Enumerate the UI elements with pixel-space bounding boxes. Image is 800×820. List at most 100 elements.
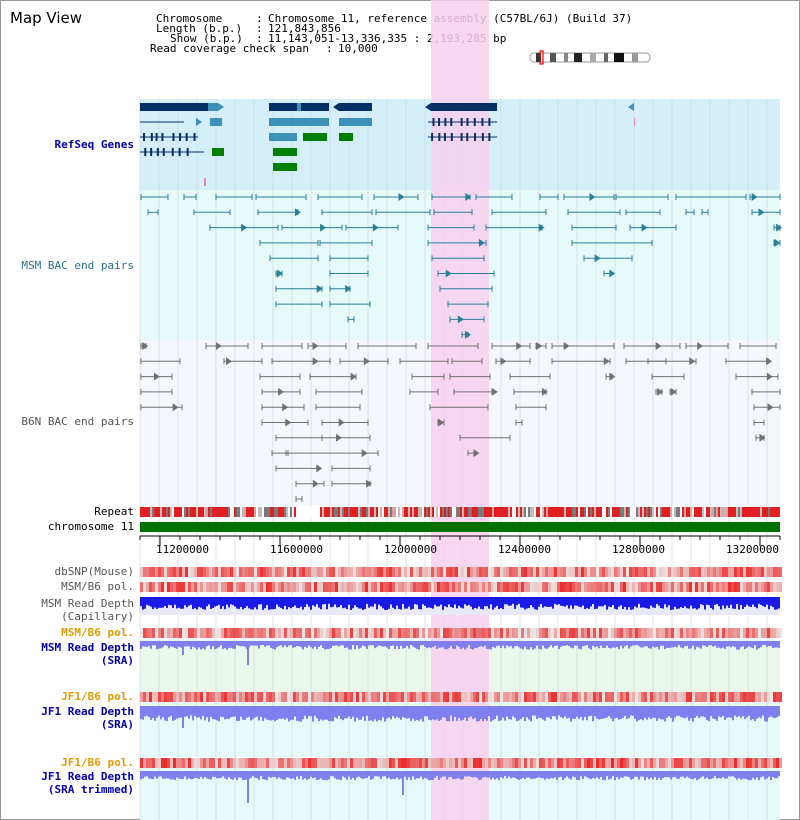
repeat-segment [568,507,570,517]
gene-block[interactable] [212,148,224,156]
b6n-bac-pairs[interactable] [140,342,781,502]
polymorphism-cell [467,628,470,638]
polymorphism-cell [389,628,392,638]
polymorphism-cell [167,567,170,577]
depth-bar [424,706,426,717]
depth-bar [284,597,286,606]
gene-block[interactable] [339,133,353,141]
depth-bar [740,597,742,605]
jf1-read-depth-sra[interactable] [140,706,780,728]
msm-bac-label[interactable]: MSM BAC end pairs [21,259,134,272]
polymorphism-cell [734,692,737,702]
gene-block[interactable] [273,163,297,171]
polymorphism-cell [323,628,326,638]
gene-block[interactable] [269,118,329,126]
depth-bar [156,641,158,650]
chromosome-ideogram[interactable] [529,50,651,65]
gene-block[interactable] [273,148,297,156]
repeat-segment [452,507,454,517]
polymorphism-cell [746,567,749,577]
refseq-genes[interactable] [140,103,635,186]
polymorphism-cell [155,628,158,638]
depth-bar [434,597,436,605]
depth-bar [328,597,330,604]
gene-block[interactable] [210,118,222,126]
chromosome-bar[interactable] [140,522,780,532]
polymorphism-cell [629,567,632,577]
depth-bar [234,771,236,778]
gene-mark [204,178,206,186]
refseq-genes-label[interactable]: RefSeq Genes [54,138,134,151]
jf1-b6-pol-track-1[interactable] [140,692,782,702]
depth-bar [724,597,726,609]
gene-block[interactable] [208,103,218,111]
polymorphism-cell [329,567,332,577]
gene-block[interactable] [140,103,208,111]
depth-bar [752,641,754,649]
gene-block[interactable] [297,103,301,111]
polymorphism-cell [530,758,533,768]
repeat-segment [638,507,640,517]
depth-bar [314,597,316,607]
depth-bar [486,771,488,778]
msm-read-depth-capillary[interactable] [140,597,780,615]
gene-block[interactable] [269,133,297,141]
gene-block[interactable] [269,103,297,111]
polymorphism-cell [512,628,515,638]
polymorphism-cell [299,628,302,638]
bac-end-arrow [338,418,345,427]
depth-bar [368,597,370,608]
jf1-b6-pol-track-2[interactable] [140,758,782,768]
polymorphism-cell [758,567,761,577]
depth-bar [668,706,670,717]
depth-bar [660,641,662,646]
repeat-segment [608,507,610,517]
polymorphism-cell [641,567,644,577]
bac-end-arrow [538,223,545,232]
msm-bac-pairs[interactable] [140,193,783,339]
depth-bar [618,706,620,720]
polymorphism-cell [650,692,653,702]
depth-bar [404,706,406,718]
polymorphism-cell [392,567,395,577]
gene-block[interactable] [301,103,329,111]
polymorphism-cell [671,758,674,768]
depth-bar [516,641,518,646]
bac-end-arrow [516,342,523,350]
msm-b6-pol-track-2[interactable] [140,628,782,638]
polymorphism-cell [281,582,284,592]
bac-end-arrow [345,284,352,293]
dbsnp-track[interactable] [140,567,782,577]
polymorphism-cell [566,628,569,638]
gene-block[interactable] [339,103,372,111]
gene-block[interactable] [303,133,327,141]
depth-bar [530,771,532,779]
depth-bar [600,706,602,720]
depth-bar [208,641,210,646]
jf1-read-depth-trimmed[interactable] [140,771,780,803]
gene-block[interactable] [339,118,372,126]
polymorphism-cell [701,628,704,638]
repeat-segment [248,507,250,517]
repeat-segment [308,507,310,517]
gene-block[interactable] [431,103,497,111]
polymorphism-cell [722,582,725,592]
depth-bar [678,706,680,716]
repeat-bar[interactable] [140,507,780,517]
polymorphism-cell [149,758,152,768]
depth-bar [384,641,386,647]
depth-bar [338,597,340,608]
msm-b6-pol-track-1[interactable] [140,582,782,592]
depth-bar [176,771,178,778]
polymorphism-cell [143,628,146,638]
b6n-bac-label[interactable]: B6N BAC end pairs [21,415,134,428]
repeat-segment [326,507,328,517]
polymorphism-cell [281,758,284,768]
polymorphism-cell [308,567,311,577]
polymorphism-cell [539,692,542,702]
msm-read-depth-sra[interactable] [140,641,780,665]
polymorphism-cell [293,692,296,702]
depth-bar [306,706,308,719]
polymorphism-cell [248,692,251,702]
